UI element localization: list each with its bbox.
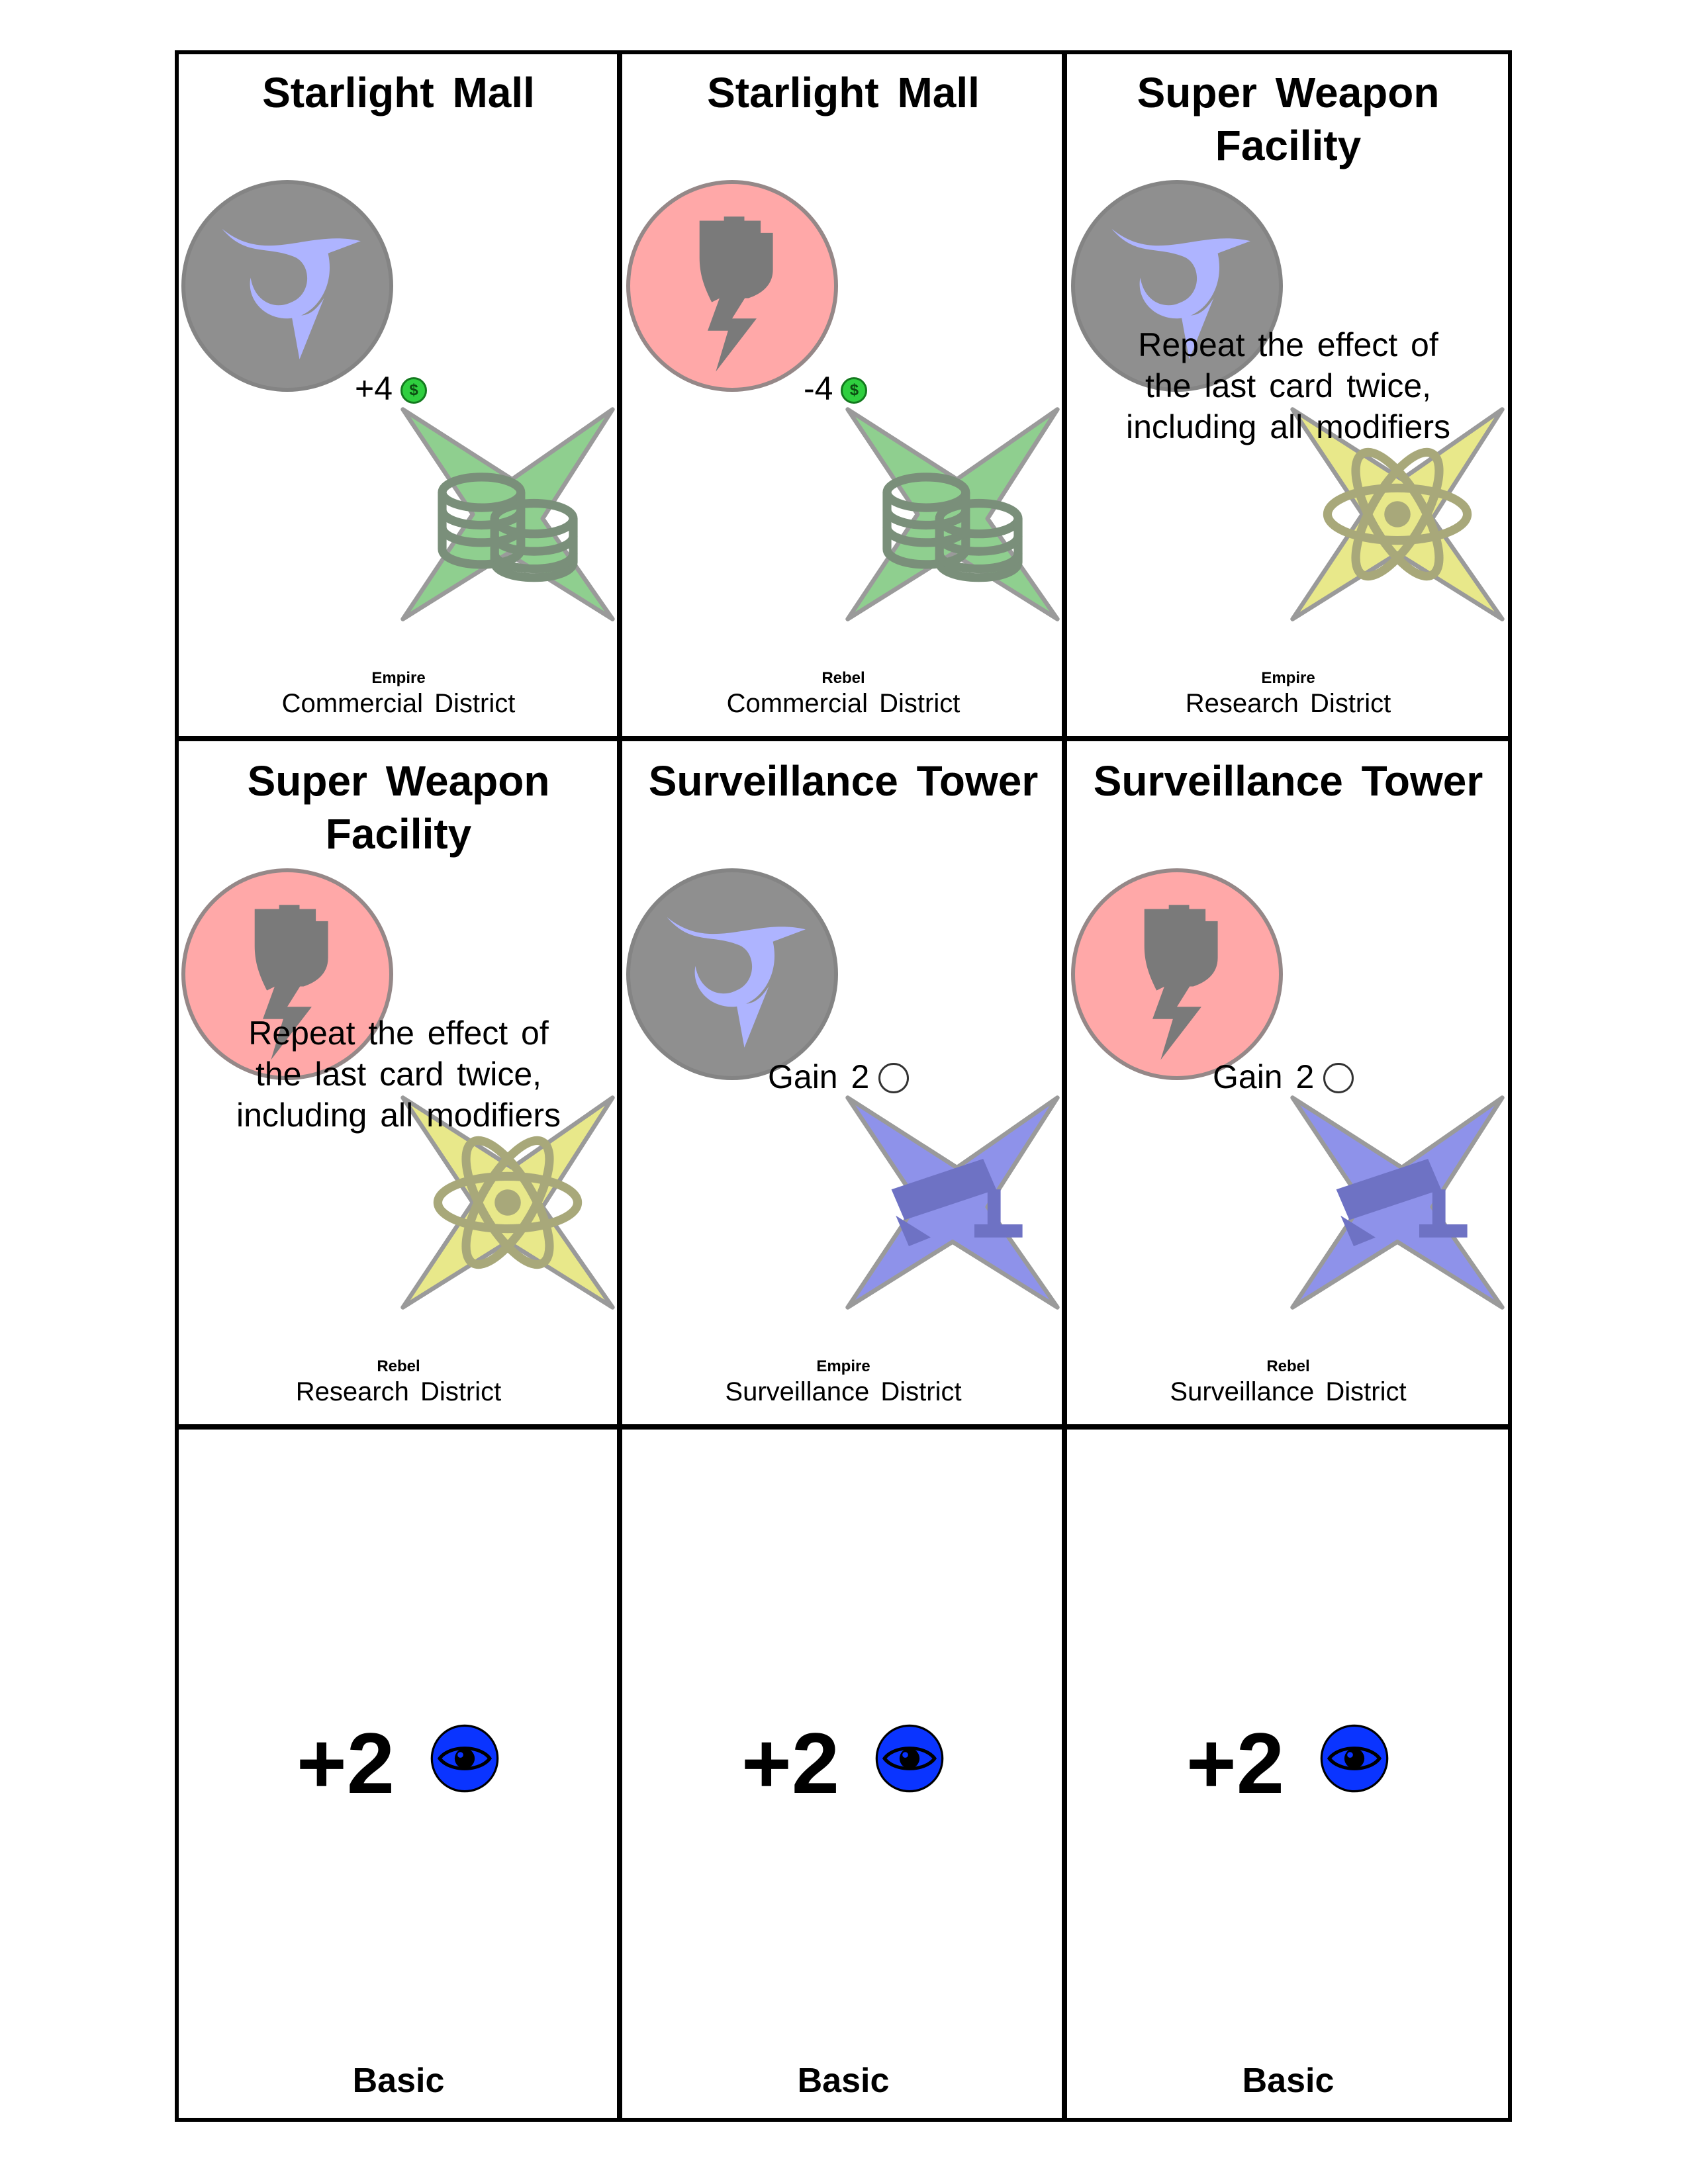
effect-line: Repeat the effect of <box>1138 326 1438 363</box>
basic-value: +2 <box>179 1717 618 1809</box>
district-label: Commercial District <box>726 689 961 718</box>
card-basic[interactable]: +2 Basic <box>624 1431 1063 2113</box>
district-label: Surveillance District <box>1170 1377 1407 1406</box>
card-effect: Gain 2 <box>768 1056 910 1097</box>
effect-line: the last card twice, <box>255 1056 542 1093</box>
basic-value: +2 <box>624 1717 1063 1809</box>
card-surveillance-tower-rebel[interactable]: Surveillance Tower Gain 2 Rebel Surveill… <box>1068 743 1508 1424</box>
effect-value: +4 <box>355 370 393 407</box>
card-effect: Gain 2 <box>1213 1056 1354 1097</box>
rebel-fist-icon <box>1071 868 1283 1080</box>
basic-label: Basic <box>797 2062 890 2100</box>
card-title: Super Weapon Facility <box>1137 69 1440 169</box>
effect-line: the last card twice, <box>1145 367 1432 404</box>
card-sheet: Starlight Mall +4 Empire Commercial Dist… <box>175 50 1512 2122</box>
basic-label: Basic <box>1242 2062 1335 2100</box>
card-starlight-mall-empire[interactable]: Starlight Mall +4 Empire Commercial Dist… <box>179 54 618 736</box>
effect-line: including all modifiers <box>236 1097 561 1134</box>
empire-emblem-icon <box>626 868 838 1080</box>
faction-label: Rebel <box>377 1357 420 1375</box>
column-divider <box>1062 50 1067 2122</box>
effect-line: including all modifiers <box>1125 408 1450 445</box>
card-super-weapon-facility-rebel[interactable]: Super Weapon Facility Repeat the effect … <box>179 743 618 1424</box>
empire-emblem-icon <box>181 180 393 392</box>
effect-value: Gain 2 <box>768 1058 870 1095</box>
basic-label: Basic <box>352 2062 445 2100</box>
basic-value-text: +2 <box>296 1715 395 1811</box>
coin-icon <box>841 377 868 404</box>
card-effect: -4 <box>804 368 868 409</box>
card-title: Starlight Mall <box>262 69 535 116</box>
effect-value: -4 <box>804 370 833 407</box>
faction-label: Empire <box>816 1357 870 1375</box>
card-effect: +4 <box>355 368 428 409</box>
card-title: Super Weapon Facility <box>247 757 550 858</box>
card-title: Starlight Mall <box>707 69 980 116</box>
empire-emblem-icon <box>1071 180 1283 392</box>
rebel-fist-icon <box>626 180 838 392</box>
spy-token-icon <box>1323 1063 1354 1093</box>
row-divider <box>175 1424 1512 1430</box>
row-divider <box>175 736 1512 741</box>
district-label: Commercial District <box>281 689 516 718</box>
coin-icon <box>400 377 428 404</box>
column-divider <box>617 50 622 2122</box>
faction-label: Empire <box>1261 669 1315 687</box>
basic-value-text: +2 <box>1186 1715 1285 1811</box>
card-surveillance-tower-empire[interactable]: Surveillance Tower Gain 2 Empire Surveil… <box>624 743 1063 1424</box>
card-title: Surveillance Tower <box>1093 757 1483 805</box>
card-starlight-mall-rebel[interactable]: Starlight Mall -4 Rebel Commercial Distr… <box>624 54 1063 736</box>
basic-value: +2 <box>1068 1717 1508 1809</box>
rebel-fist-icon <box>181 868 393 1080</box>
card-effect: Repeat the effect of the last card twice… <box>179 1013 618 1136</box>
card-basic[interactable]: +2 Basic <box>179 1431 618 2113</box>
district-label: Research District <box>295 1377 502 1406</box>
spy-token-icon <box>878 1063 910 1093</box>
card-basic[interactable]: +2 Basic <box>1068 1431 1508 2113</box>
card-super-weapon-facility-empire[interactable]: Super Weapon Facility Repeat the effect … <box>1068 54 1508 736</box>
district-label: Research District <box>1185 689 1391 718</box>
basic-value-text: +2 <box>741 1715 840 1811</box>
card-effect: Repeat the effect of the last card twice… <box>1068 324 1508 447</box>
effect-value: Gain 2 <box>1213 1058 1315 1095</box>
district-label: Surveillance District <box>725 1377 962 1406</box>
effect-line: Repeat the effect of <box>248 1015 549 1052</box>
faction-label: Rebel <box>821 669 865 687</box>
card-title: Surveillance Tower <box>648 757 1039 805</box>
faction-label: Empire <box>371 669 426 687</box>
sheet-border <box>175 50 1512 2122</box>
faction-label: Rebel <box>1266 1357 1310 1375</box>
